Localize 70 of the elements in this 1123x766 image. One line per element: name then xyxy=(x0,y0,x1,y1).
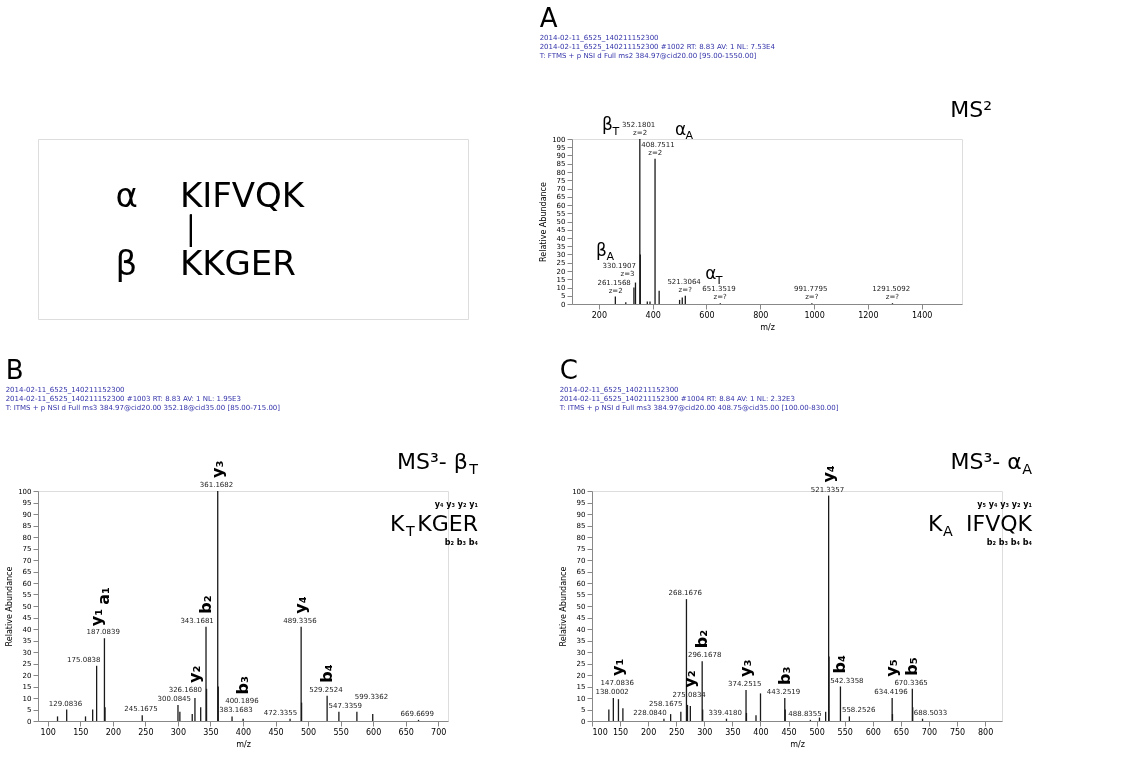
x-tick-label: 450 xyxy=(268,727,284,737)
annotation: y₄ xyxy=(291,596,311,614)
x-tick-label: 200 xyxy=(641,727,657,737)
annotation: y₅ y₄ y₃ y₂ y₁ xyxy=(977,500,1033,509)
annotation: b₂ b₃ b₄ xyxy=(444,538,479,547)
x-tick-label: 1000 xyxy=(804,310,825,320)
text: α xyxy=(115,174,138,215)
x-tick-label: 1400 xyxy=(911,310,933,320)
x-tick-label: 500 xyxy=(300,727,317,737)
annotation: y₂ xyxy=(680,670,700,688)
x-tick-label: 350 xyxy=(203,727,219,737)
x-tick-label: 700 xyxy=(921,727,938,737)
x-tick-label: 550 xyxy=(333,727,349,737)
chart-title: C xyxy=(559,355,578,385)
x-tick-label: 150 xyxy=(73,727,89,737)
annotation: y₁ xyxy=(86,608,106,627)
x-tick-label: 250 xyxy=(138,727,154,737)
x-tick-label: 250 xyxy=(669,727,685,737)
text: MS² xyxy=(950,97,992,122)
x-tick-label: 600 xyxy=(699,310,715,320)
y-axis-title: Relative Abundance xyxy=(5,566,15,647)
x-tick-label: 700 xyxy=(431,727,447,737)
annotation: b₂ xyxy=(692,629,712,649)
y-axis-title: Relative Abundance xyxy=(559,566,569,647)
x-tick-label: 600 xyxy=(865,727,881,737)
x-tick-label: 400 xyxy=(235,727,252,737)
annotation: a₁ xyxy=(94,586,114,605)
x-tick-label: 300 xyxy=(697,727,713,737)
x-tick-label: 400 xyxy=(753,727,769,737)
annotation: b₂ xyxy=(196,595,216,614)
x-tick-label: 350 xyxy=(725,727,741,737)
annotation: y₄ y₃ y₂ y₁ xyxy=(434,500,479,509)
x-tick-label: 550 xyxy=(837,727,853,737)
x-tick-label: 650 xyxy=(398,727,414,737)
x-tick-label: 100 xyxy=(40,727,56,737)
x-tick-label: 200 xyxy=(105,727,121,737)
annotation: b₄ xyxy=(317,664,337,683)
x-tick-label: 750 xyxy=(949,727,966,737)
x-tick-label: 600 xyxy=(366,727,382,737)
annotation: b₄ xyxy=(830,655,850,674)
x-tick-label: 450 xyxy=(781,727,797,737)
annotation: y₂ xyxy=(184,665,204,683)
x-tick-label: 800 xyxy=(753,310,769,320)
y-axis-title: Relative Abundance xyxy=(539,181,549,262)
x-tick-label: 400 xyxy=(645,310,661,320)
x-tick-label: 200 xyxy=(591,310,608,320)
chart-title: A xyxy=(539,3,558,33)
annotation: y₃ xyxy=(736,659,756,677)
annotation: b₃ xyxy=(774,666,794,685)
x-axis-title: m/z xyxy=(236,739,251,749)
x-axis-title: m/z xyxy=(790,739,805,749)
annotation: y₅ xyxy=(882,659,902,677)
annotation: y₄ xyxy=(818,465,838,483)
text: KIFVQK xyxy=(179,174,306,215)
annotation: b₅ xyxy=(902,657,922,676)
x-tick-label: 300 xyxy=(170,727,187,737)
x-tick-label: 150 xyxy=(612,727,629,737)
x-tick-label: 500 xyxy=(809,727,825,737)
x-tick-label: 800 xyxy=(978,727,994,737)
annotation: b₃ xyxy=(233,675,253,695)
chart-title: B xyxy=(5,355,24,385)
text: KKGER xyxy=(179,243,296,283)
x-tick-label: 100 xyxy=(592,727,608,737)
text: β xyxy=(115,243,138,283)
x-tick-label: 1200 xyxy=(858,310,879,320)
annotation: y₃ xyxy=(207,460,227,478)
annotation: y₁ xyxy=(608,658,628,676)
annotation: b₂ b₃ b₄ b₄ xyxy=(986,538,1033,547)
x-tick-label: 650 xyxy=(893,727,910,737)
x-axis-title: m/z xyxy=(760,322,775,332)
